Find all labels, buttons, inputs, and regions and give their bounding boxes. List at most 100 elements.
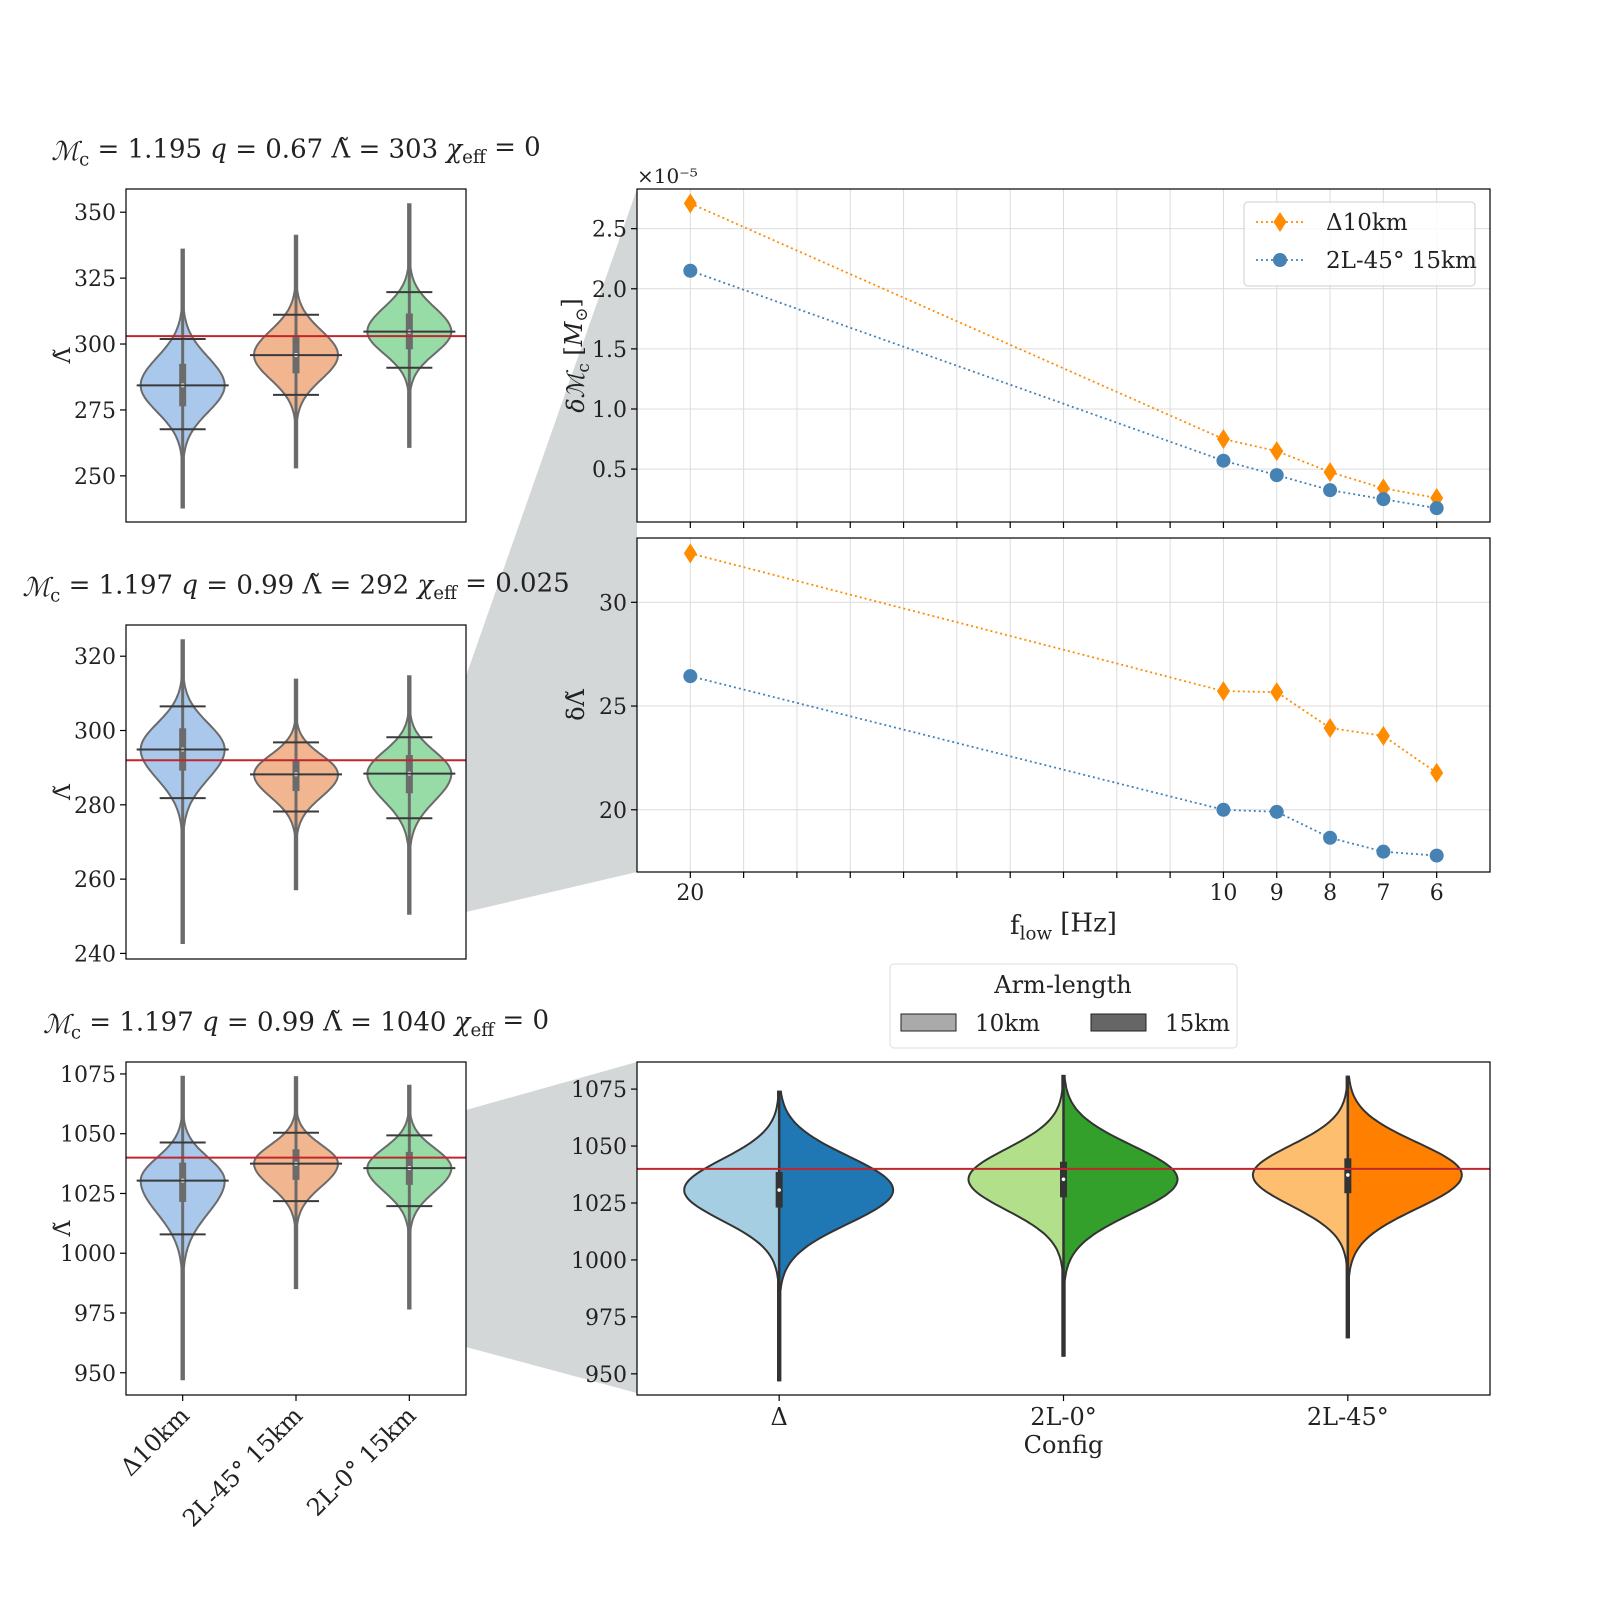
y-tick-label: 950: [74, 1362, 116, 1387]
x-tick-label: 2L-0° 15km: [301, 1401, 421, 1521]
x-tick-label: 8: [1323, 881, 1337, 906]
violin-median-dot: [777, 1188, 781, 1192]
x-tick-label: 6: [1430, 881, 1444, 906]
legend-patch: [900, 1013, 957, 1032]
text-part: = 1.197: [81, 1008, 202, 1038]
text-part: q: [202, 1008, 219, 1038]
y-tick-label: 1.5: [592, 338, 627, 363]
text-part: = 0.025: [457, 568, 570, 598]
legend-frame: [889, 963, 1238, 1049]
text-part: χ: [453, 1008, 473, 1038]
y-tick-label: 275: [74, 399, 116, 424]
text-part: c: [50, 585, 60, 606]
y-tick-label: 325: [74, 267, 116, 292]
x-tick-label: 2L-45°: [1307, 1403, 1389, 1431]
y-axis-label: Λ̃: [51, 346, 76, 364]
x-axis-label: Config: [1024, 1431, 1104, 1459]
y-tick-label: 2.0: [592, 278, 627, 303]
text-part: [: [560, 346, 588, 363]
zoom-connectors: [466, 189, 637, 1393]
connector-wedge-upper: [466, 189, 637, 912]
y-axis-label: Λ̃: [51, 1219, 76, 1237]
data-point-diamond: [1323, 462, 1337, 483]
data-point-diamond: [1430, 762, 1444, 783]
series-line: [690, 675, 1437, 857]
x-tick-label: 9: [1270, 881, 1284, 906]
y-tick-label: 1000: [60, 1242, 116, 1267]
y-tick-label: 975: [585, 1306, 627, 1331]
data-point-diamond: [683, 543, 697, 564]
text-part: = 0.67 Λ̃ = 303: [227, 135, 446, 165]
legend-marker-diamond: [1273, 212, 1287, 232]
violin-median-dot: [1346, 1173, 1350, 1177]
y-tick-label: 240: [74, 942, 116, 967]
y-tick-label: 20: [599, 799, 627, 824]
y-tick-label: 2.5: [592, 218, 627, 243]
data-point-circle: [1269, 468, 1284, 483]
text-part: ]: [558, 298, 586, 307]
data-point-diamond: [1216, 429, 1230, 450]
y-axis-label: δℳc [M⊙]: [558, 298, 593, 413]
text-part: q: [210, 135, 227, 165]
y-tick-label: 320: [74, 645, 116, 670]
y-axis-label: δΛ̃: [562, 688, 590, 720]
axes-frame: [636, 1061, 1491, 1396]
x-tick-label: 10: [1209, 881, 1237, 906]
text-part: M: [560, 320, 588, 347]
data-point-circle: [1323, 483, 1338, 498]
x-tick-label: Δ: [770, 1403, 787, 1431]
data-point-circle: [1429, 848, 1444, 863]
y-tick-label: 280: [74, 794, 116, 819]
y-tick-label: 1000: [571, 1249, 627, 1274]
text-part: eff: [462, 147, 488, 168]
text-part: low: [1020, 923, 1053, 944]
axes-frame: [636, 537, 1491, 873]
y-tick-label: 1050: [571, 1135, 627, 1160]
axes-frame: [125, 188, 467, 523]
legend-title: Arm-length: [993, 971, 1131, 999]
panel-title: ℳc = 1.197 q = 0.99 Λ̃ = 1040 χeff = 0: [43, 1005, 549, 1043]
line-panel-lambda-error: 20 25 30 20 10 9 8 7 6 δΛ̃ flow [Hz]: [562, 537, 1491, 944]
text-part: = 0: [486, 132, 541, 162]
y-axis-multiplier: ×10⁻⁵: [637, 164, 698, 188]
data-point-diamond: [1270, 682, 1284, 703]
x-tick-label: Δ10km: [115, 1401, 195, 1481]
y-tick-label: 1025: [571, 1192, 627, 1217]
series-1: [683, 263, 1444, 516]
y-tick-label: 975: [74, 1302, 116, 1327]
axes-frame: [125, 624, 467, 960]
legend-label: Δ10km: [1326, 210, 1408, 236]
text-part: eff: [433, 583, 459, 604]
text-part: χ: [415, 571, 435, 601]
y-tick-label: 300: [74, 333, 116, 358]
data-point-circle: [1376, 492, 1391, 507]
data-point-circle: [1216, 453, 1231, 468]
y-tick-label: 1.0: [592, 398, 627, 423]
text-part: q: [181, 571, 198, 601]
y-tick-label: 1075: [60, 1063, 116, 1088]
series-line: [690, 552, 1438, 774]
line-panel-chirp-mass-error: 0.5 1.0 1.5 2.0 2.5 δℳc [M⊙] ×10⁻⁵ Δ10km 2L-45° …: [558, 164, 1491, 528]
y-tick-label: 1075: [571, 1078, 627, 1103]
x-tick-label: 7: [1376, 881, 1390, 906]
y-tick-label: 1050: [60, 1123, 116, 1148]
legend-label: 2L-45° 15km: [1326, 248, 1477, 274]
text-part: = 1.195: [89, 135, 210, 165]
data-point-circle: [1429, 501, 1444, 516]
y-tick-label: 300: [74, 720, 116, 745]
series-1: [683, 669, 1444, 863]
y-tick-label: 25: [599, 695, 627, 720]
violin-panel-top-left: ℳc = 1.195 q = 0.67 Λ̃ = 303 χeff = 0 Λ̃ 2…: [51, 132, 541, 523]
data-point-diamond: [1270, 441, 1284, 462]
x-tick-label: 2L-0°: [1030, 1403, 1097, 1431]
data-point-circle: [1269, 804, 1284, 819]
y-tick-label: 950: [585, 1363, 627, 1388]
data-point-circle: [1376, 844, 1391, 859]
text-part: = 0.99 Λ̃ = 1040: [219, 1008, 455, 1038]
x-tick-label: 20: [676, 881, 704, 906]
split-violin: [1251, 1075, 1463, 1339]
text-part: c: [71, 1022, 81, 1043]
legend-arm-length: Arm-length 10km 15km: [889, 963, 1238, 1049]
connector-wedge-lower: [466, 1062, 637, 1393]
series-line: [689, 202, 1437, 499]
